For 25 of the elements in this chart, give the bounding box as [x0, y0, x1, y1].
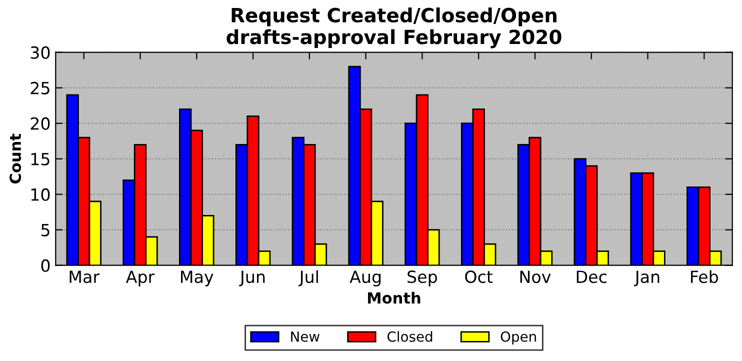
x-tick-label: Apr [126, 270, 155, 286]
x-tick-label: Oct [465, 270, 493, 284]
x-tick-label: Sep [408, 270, 437, 286]
x-tick-label: May [181, 270, 214, 286]
x-tick-label: Jul [298, 270, 318, 286]
y-tick-label: 5 [41, 224, 50, 236]
y-tick-label: 30 [30, 46, 50, 59]
x-tick-label: Jun [239, 270, 265, 286]
y-axis-title: Count [10, 134, 22, 184]
y-tick-label: 0 [41, 259, 50, 272]
chart-title: Request Created/Closed/Open drafts-approval February 2020 [226, 7, 562, 48]
legend-label: New [291, 332, 320, 342]
x-tick-label: Mar [70, 270, 100, 284]
y-tick-label: 15 [31, 153, 50, 166]
legend-label: Open [500, 331, 536, 345]
y-tick-label: 25 [30, 82, 50, 94]
x-axis-title: Month [368, 292, 420, 304]
x-tick-label: Nov [520, 270, 551, 284]
x-tick-label: Jan [634, 270, 660, 286]
x-tick-label: Feb [691, 270, 718, 284]
y-tick-label: 20 [30, 117, 50, 130]
x-tick-label: Dec [576, 270, 606, 284]
legend-label: Closed [387, 331, 432, 342]
y-tick-label: 10 [31, 188, 50, 201]
x-tick-label: Aug [350, 270, 381, 286]
